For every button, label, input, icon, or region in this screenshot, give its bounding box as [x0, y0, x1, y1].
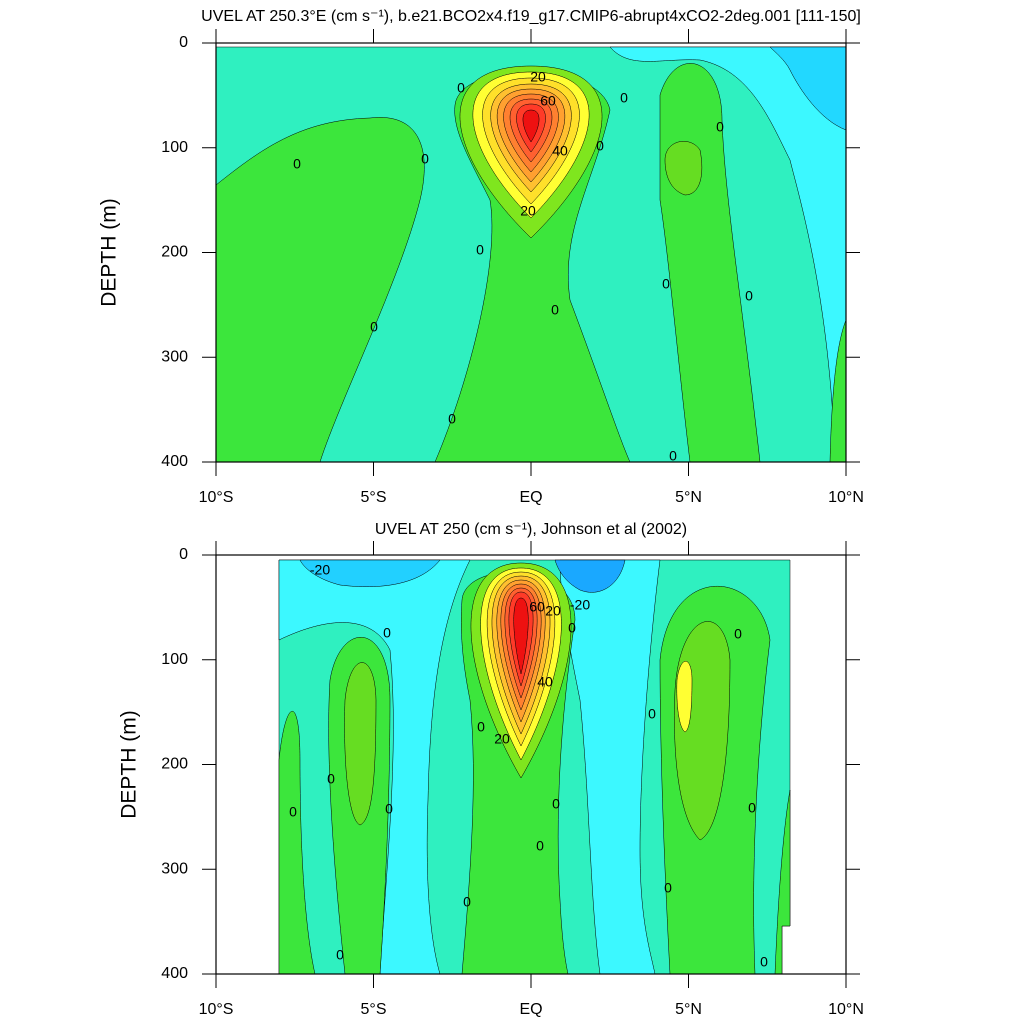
- y-axis-label: DEPTH (m): [98, 198, 121, 307]
- contour-label: 0: [760, 954, 768, 970]
- contour-label: 20: [494, 731, 510, 747]
- y-tick-label: 100: [161, 139, 188, 156]
- y-tick-label: 400: [161, 453, 188, 470]
- x-tick-label: 10°S: [199, 489, 234, 506]
- x-tick-label: 10°N: [828, 489, 864, 506]
- contour-fill: [278, 711, 316, 975]
- contour-label: 60: [529, 599, 545, 615]
- contour-fill: [522, 109, 540, 143]
- contour-fill: [609, 46, 847, 463]
- contour-label: 0: [620, 90, 628, 106]
- x-tick-label: 5°S: [361, 489, 387, 506]
- contour-label: 0: [476, 242, 484, 258]
- contour-label: 0: [648, 706, 656, 722]
- contour-label: 0: [734, 626, 742, 642]
- contour-label: 0: [748, 800, 756, 816]
- y-tick-label: 0: [179, 34, 188, 51]
- contour-label: -20: [310, 562, 330, 578]
- contour-label: -20: [570, 597, 590, 613]
- contour-label: 40: [552, 143, 568, 159]
- contour-fill: [344, 662, 377, 826]
- contour-label: 0: [551, 302, 559, 318]
- x-tick-label: 10°N: [828, 1001, 864, 1018]
- contour-label: 0: [383, 625, 391, 641]
- x-tick-label: 5°N: [675, 489, 702, 506]
- x-tick-label: 5°N: [675, 1001, 702, 1018]
- contour-label: 0: [336, 947, 344, 963]
- y-tick-label: 400: [161, 965, 188, 982]
- contour-label: 0: [463, 894, 471, 910]
- chart-title: UVEL AT 250.3°E (cm s⁻¹), b.e21.BCO2x4.f…: [201, 8, 861, 25]
- contour-label: 0: [477, 719, 485, 735]
- x-tick-label: EQ: [519, 1001, 542, 1018]
- contour-fill: [769, 46, 847, 131]
- contour-label: 20: [520, 203, 536, 219]
- y-axis-label: DEPTH (m): [118, 710, 141, 819]
- y-tick-label: 300: [161, 348, 188, 365]
- y-tick-label: 0: [179, 546, 188, 563]
- y-tick-label: 200: [161, 756, 188, 773]
- contour-label: 0: [327, 771, 335, 787]
- contour-fill: [676, 661, 693, 733]
- contour-label: 40: [537, 674, 553, 690]
- contour-label: 0: [664, 880, 672, 896]
- contour-label: 0: [293, 156, 301, 172]
- contour-label: 0: [385, 801, 393, 817]
- contour-field: 20 60 40 20 0 0 0 0 0 0 0 0 0 0 0 0 0: [215, 46, 847, 464]
- contour-label: 0: [596, 138, 604, 154]
- contour-label: 0: [716, 119, 724, 135]
- contour-label: 0: [669, 448, 677, 464]
- contour-label: 0: [662, 276, 670, 292]
- contour-label: 0: [457, 80, 465, 96]
- x-tick-label: 5°S: [361, 1001, 387, 1018]
- y-tick-label: 200: [161, 244, 188, 261]
- contour-label: 0: [370, 319, 378, 335]
- contour-label: 60: [540, 93, 556, 109]
- contour-label: 20: [530, 69, 546, 85]
- x-tick-label: EQ: [519, 489, 542, 506]
- contour-fill: [513, 597, 529, 675]
- contour-label: 0: [536, 838, 544, 854]
- x-tick-label: 10°S: [199, 1001, 234, 1018]
- contour-label: 0: [568, 620, 576, 636]
- contour-label: 0: [289, 804, 297, 820]
- contour-label: 0: [448, 411, 456, 427]
- contour-fill: [299, 559, 441, 587]
- chart-title: UVEL AT 250 (cm s⁻¹), Johnson et al (200…: [375, 521, 687, 538]
- y-tick-label: 300: [161, 860, 188, 877]
- contour-label: 0: [421, 151, 429, 167]
- contour-fill: [554, 559, 626, 593]
- contour-fill: [215, 117, 425, 463]
- contour-label: 20: [545, 603, 561, 619]
- contour-label: 0: [552, 796, 560, 812]
- contour-label: 0: [745, 288, 753, 304]
- y-tick-label: 100: [161, 651, 188, 668]
- contour-fill: [664, 141, 703, 196]
